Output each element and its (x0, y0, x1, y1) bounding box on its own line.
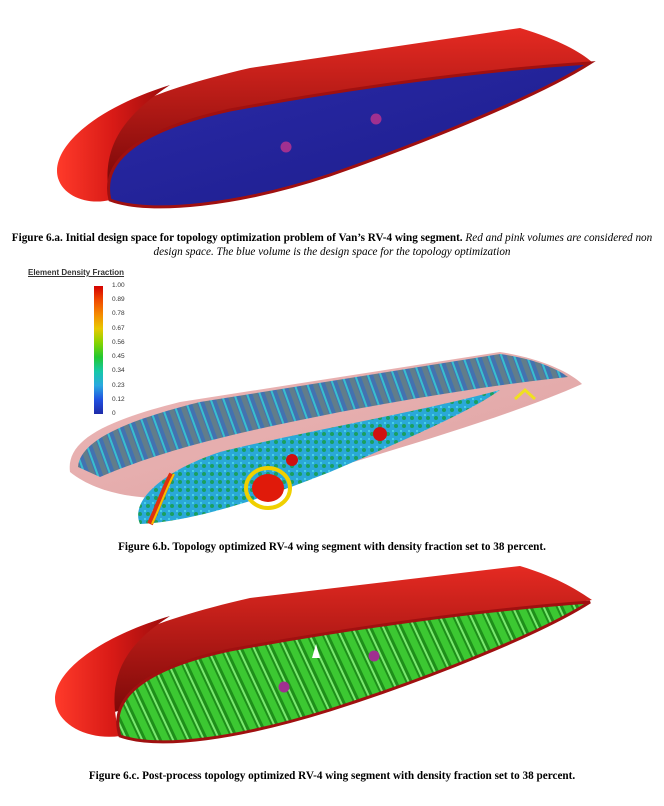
figure-6b-caption: Figure 6.b. Topology optimized RV-4 wing… (10, 540, 654, 554)
legend-tick-label: 0.56 (112, 338, 125, 346)
legend-tick-label: 0.67 (112, 324, 125, 332)
caption-italic: Red and pink volumes are considered non … (153, 232, 653, 258)
caption-bold: Figure 6.b. Topology optimized RV-4 wing… (118, 541, 546, 553)
figure-6c-caption: Figure 6.c. Post-process topology optimi… (10, 769, 654, 783)
pink-spar-marker (278, 681, 290, 693)
caption-bold: Figure 6.a. Initial design space for top… (11, 232, 463, 244)
density-legend: Element Density Fraction 1.00 0.89 0.78 0.6… (28, 268, 158, 418)
figure-6a-caption: Figure 6.a. Initial design space for top… (10, 231, 654, 259)
figure-6c-image (0, 558, 664, 758)
pink-spar-marker (280, 141, 292, 153)
legend-title: Element Density Fraction (28, 268, 125, 277)
pink-spar-marker (368, 650, 380, 662)
legend-tick-label: 0.12 (112, 395, 125, 403)
legend-tick-label: 0.45 (112, 353, 125, 361)
legend-tick-label: 0.23 (112, 381, 125, 389)
legend-tick-label: 0.78 (112, 310, 125, 318)
legend-tick-label: 1.00 (112, 282, 125, 289)
legend-tick-label: 0 (112, 410, 116, 417)
wing-topology-optimized (69, 352, 582, 526)
legend-color-bar (94, 286, 103, 414)
wing-initial-design-space (56, 28, 592, 209)
figure-6a-image (0, 0, 664, 222)
legend-tick-label: 0.89 (112, 296, 125, 304)
legend-tick-label: 0.34 (112, 367, 125, 375)
caption-bold: Figure 6.c. Post-process topology optimi… (88, 770, 576, 782)
figure-6b-image (0, 262, 664, 532)
pink-spar-marker (370, 113, 382, 125)
wing-post-processed (55, 566, 592, 744)
